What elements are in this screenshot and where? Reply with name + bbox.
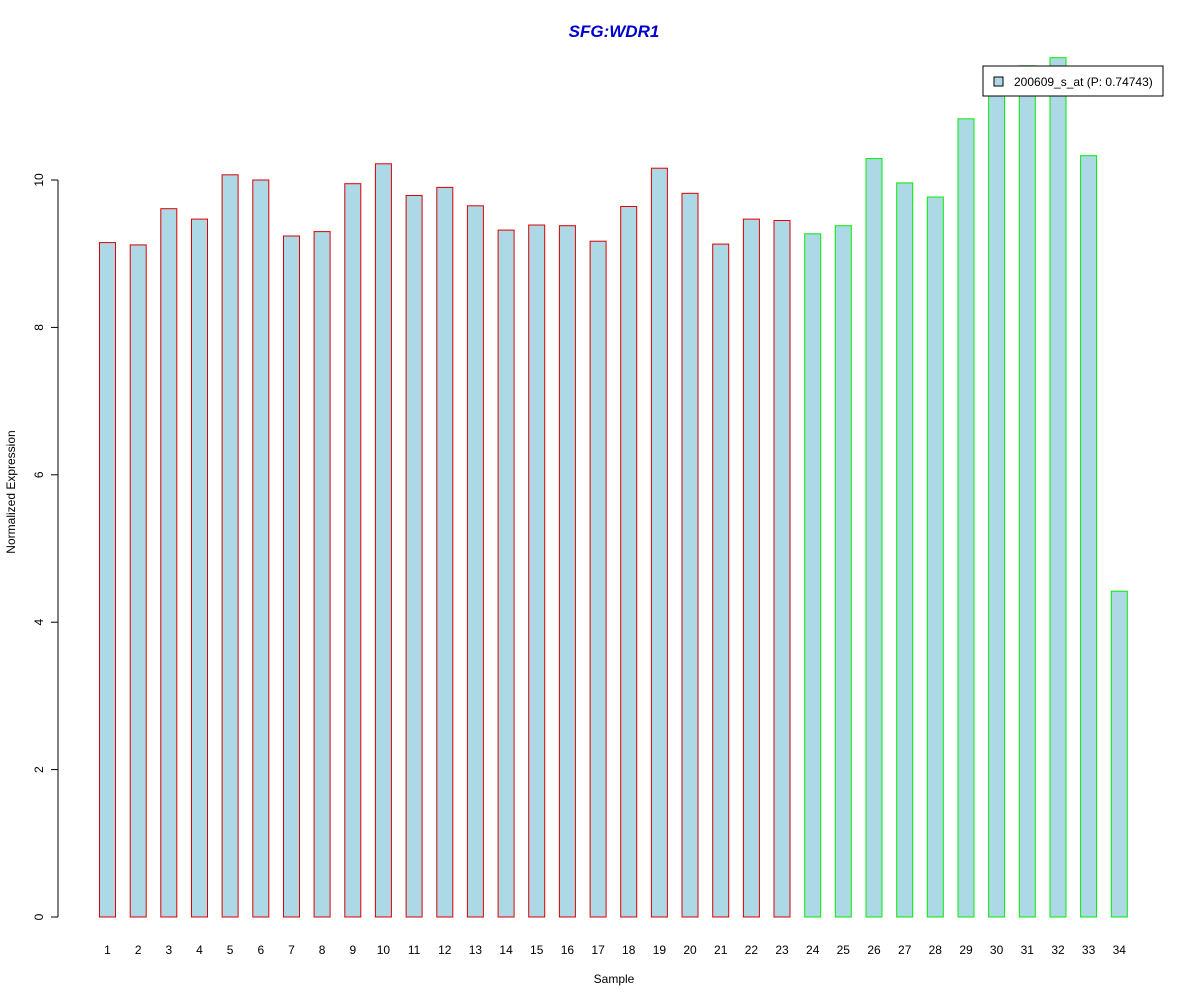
bar-sample-33 [1080,155,1098,918]
bar-sample-34 [1110,590,1128,918]
x-tick-label: 3 [165,943,172,957]
x-tick-label: 15 [530,943,544,957]
x-tick-label: 30 [990,943,1004,957]
bar-sample-19 [650,167,668,918]
legend-box [982,65,1164,97]
x-tick-label: 9 [349,943,356,957]
x-axis-label: Sample [594,972,635,986]
bar-sample-17 [589,240,607,918]
x-tick-label: 33 [1082,943,1096,957]
x-tick-label: 16 [561,943,575,957]
x-tick-label: 34 [1113,943,1127,957]
bar-sample-28 [926,196,944,918]
x-tick-label: 11 [408,943,421,957]
x-tick-label: 28 [929,943,943,957]
bar-sample-11 [405,195,423,918]
bar-sample-16 [558,225,576,918]
legend: 200609_s_at (P: 0.74743) [982,65,1164,97]
x-tick-label: 12 [438,943,452,957]
x-tick-label: 20 [683,943,697,957]
x-tick-label: 1 [104,943,111,957]
bar-sample-8 [313,231,331,918]
x-tick-label: 6 [257,943,264,957]
x-tick-label: 23 [775,943,789,957]
bar-sample-22 [742,218,760,918]
bar-sample-32 [1049,57,1067,918]
bar-sample-29 [957,118,975,918]
x-tick-label: 4 [196,943,203,957]
x-tick-label: 17 [591,943,605,957]
x-tick-label: 32 [1051,943,1065,957]
x-tick-label: 21 [714,943,728,957]
bar-sample-12 [436,186,454,918]
bar-sample-23 [773,220,791,918]
x-tick-label: 31 [1021,943,1035,957]
y-axis: 0 2 4 6 8 10 [32,173,59,920]
x-tick-label: 19 [653,943,667,957]
y-tick-label: 8 [32,324,46,331]
x-tick-label: 10 [377,943,391,957]
y-axis-label: Normalized Expression [4,430,18,553]
bar-sample-27 [896,182,914,918]
bar-sample-31 [1018,65,1036,918]
bars [99,57,1128,918]
x-tick-label: 27 [898,943,912,957]
bar-sample-4 [191,218,208,918]
y-tick-label: 0 [32,913,46,920]
bar-sample-1 [99,242,116,918]
bar-sample-18 [620,206,638,918]
x-tick-label: 22 [745,943,759,957]
y-tick-label: 10 [32,173,46,187]
x-tick-label: 8 [319,943,326,957]
y-tick-label: 6 [32,471,46,478]
bar-sample-5 [221,174,239,918]
bar-sample-13 [466,205,484,918]
x-tick-label: 2 [135,943,142,957]
x-tick-label: 29 [959,943,973,957]
bar-sample-15 [528,224,546,918]
chart-title: SFG:WDR1 [569,22,660,41]
bar-sample-3 [160,208,178,918]
bar-sample-9 [344,183,362,918]
bar-sample-6 [252,179,270,918]
x-tick-label: 7 [288,943,295,957]
bar-sample-20 [681,192,699,918]
x-tick-label: 13 [469,943,483,957]
x-tick-label: 25 [837,943,851,957]
bar-sample-30 [988,83,1006,918]
x-axis-tick-labels: 1 2 3 4 5 6 7 8 9 10 11 12 13 14 15 16 17 18 19 20 21 22 23 24 2… [104,943,1126,957]
bar-sample-24 [804,233,822,918]
x-tick-label: 24 [806,943,820,957]
x-tick-label: 14 [499,943,513,957]
x-tick-label: 26 [867,943,881,957]
x-tick-label: 5 [227,943,234,957]
bar-sample-25 [834,225,852,918]
bar-sample-10 [374,163,392,918]
bar-sample-2 [129,244,147,918]
x-tick-label: 18 [622,943,636,957]
bar-sample-7 [283,235,300,918]
y-tick-label: 4 [32,619,46,626]
bar-sample-26 [865,158,883,918]
legend-swatch [993,76,1004,87]
bar-sample-21 [712,243,730,918]
y-tick-label: 2 [32,766,46,773]
legend-label: 200609_s_at (P: 0.74743) [1014,75,1153,89]
bar-sample-14 [497,229,515,918]
